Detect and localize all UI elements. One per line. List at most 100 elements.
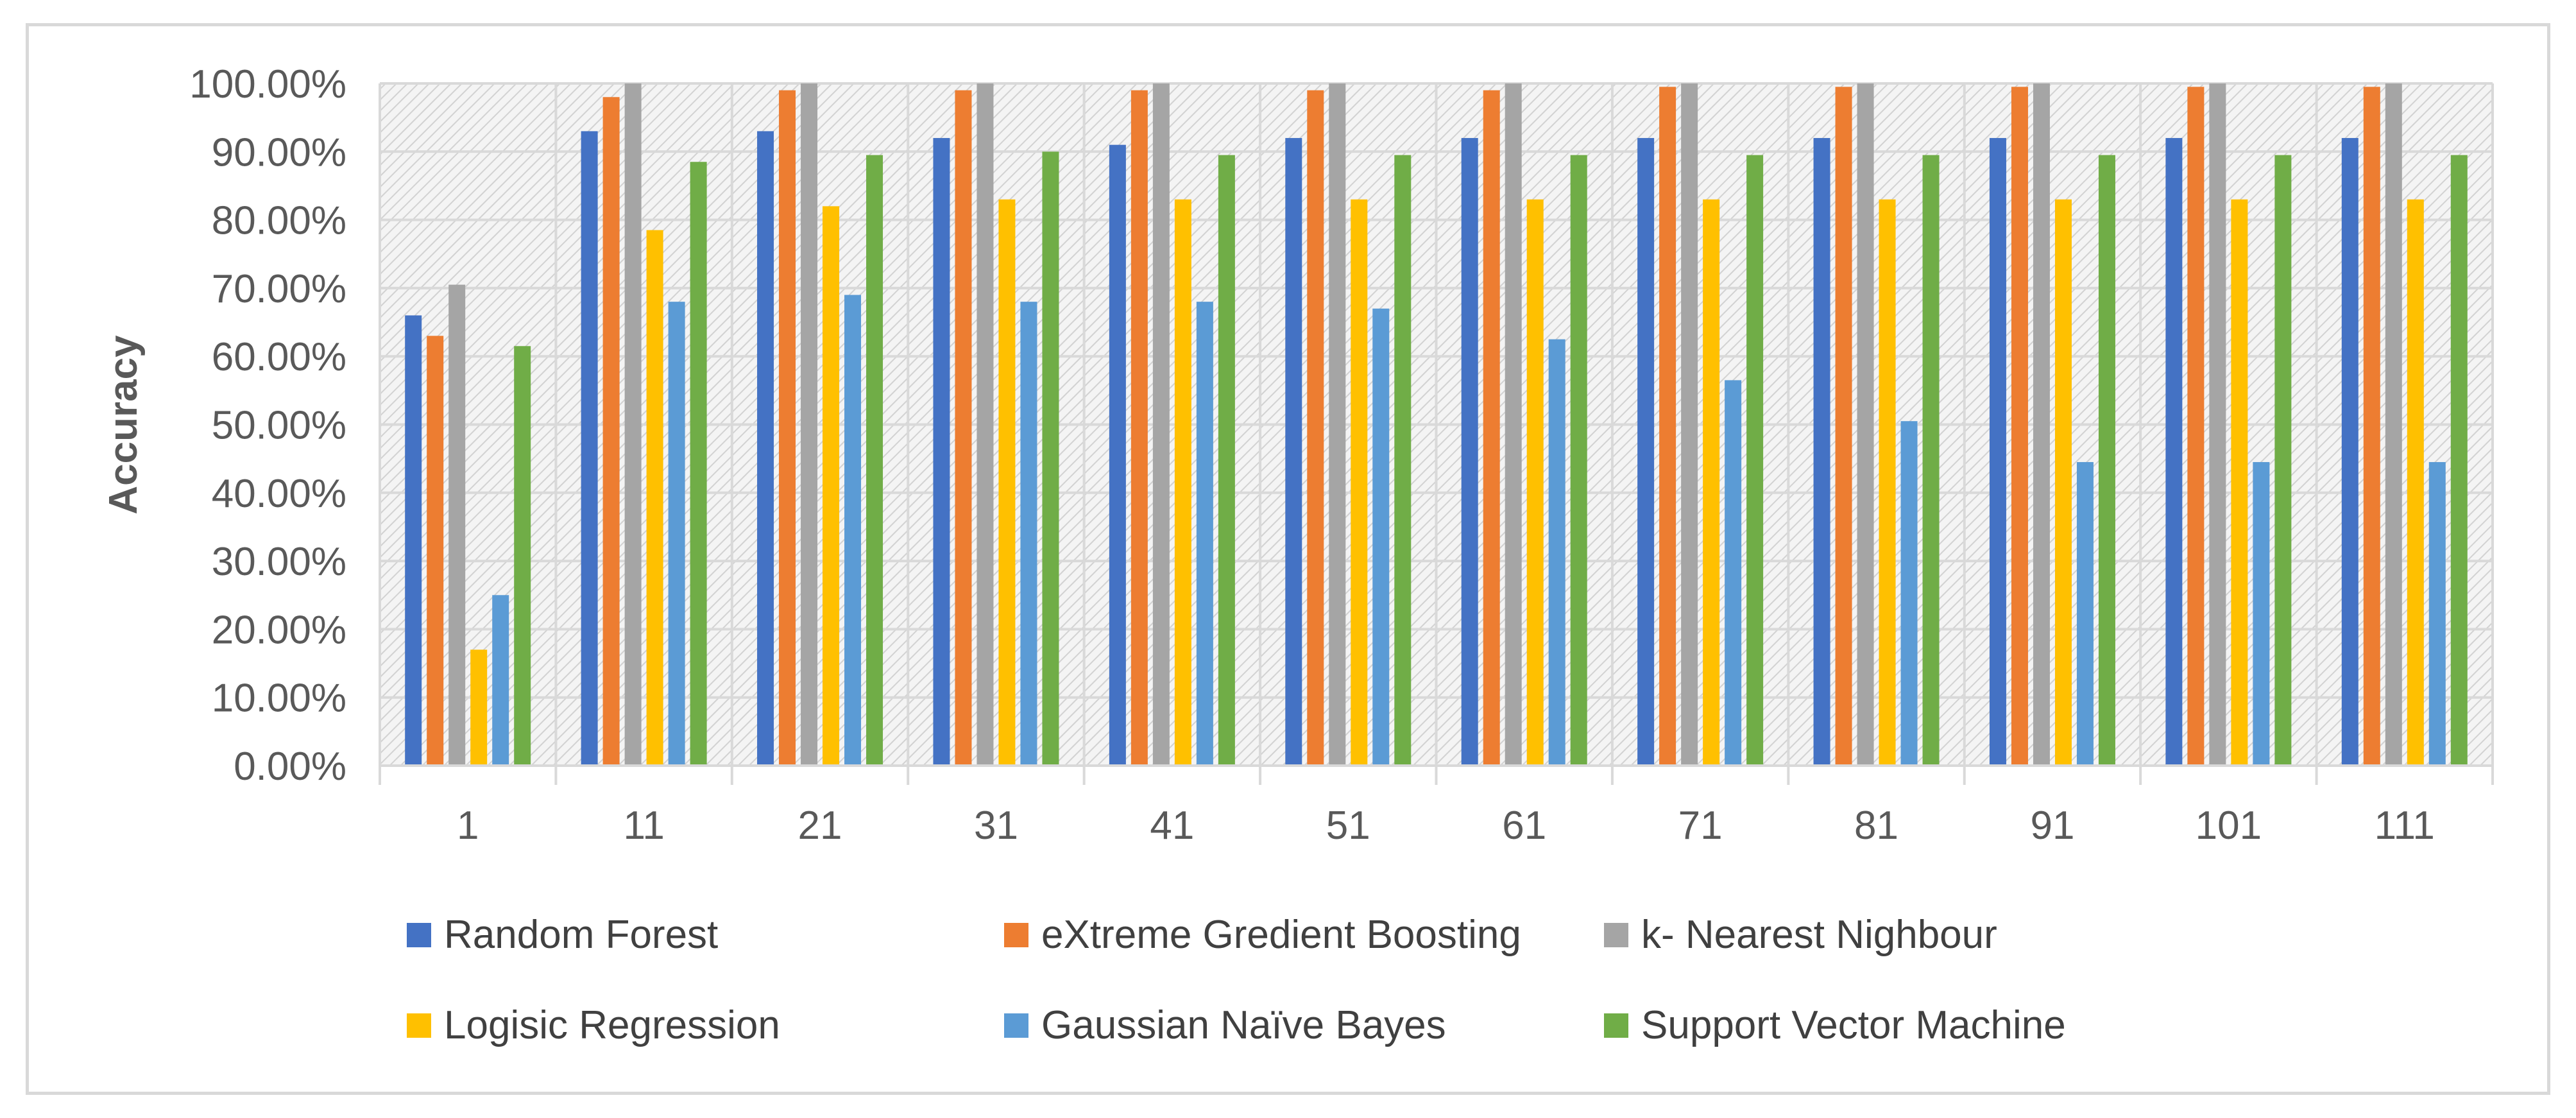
bar-5-3 <box>1042 151 1059 766</box>
bar-3-0 <box>470 649 488 766</box>
bar-3-11 <box>2407 199 2424 766</box>
bar-1-11 <box>2363 87 2380 766</box>
y-tick-label: 30.00% <box>212 540 346 584</box>
bar-0-1 <box>581 131 598 766</box>
bar-1-9 <box>2011 87 2028 766</box>
x-tick-label: 81 <box>1854 804 1898 848</box>
x-tick-label: 41 <box>1150 804 1194 848</box>
legend-swatch-5 <box>1604 1013 1628 1038</box>
bar-2-4 <box>1152 83 1170 766</box>
bar-3-1 <box>646 230 663 766</box>
bar-2-6 <box>1505 83 1522 766</box>
bar-4-11 <box>2428 461 2446 766</box>
bar-2-11 <box>2385 83 2402 766</box>
bar-0-5 <box>1285 138 1302 766</box>
bar-0-2 <box>757 131 774 766</box>
bar-5-10 <box>2274 155 2292 766</box>
bar-3-6 <box>1526 199 1544 766</box>
x-tick-label: 21 <box>798 804 842 848</box>
bar-0-4 <box>1109 144 1126 766</box>
bar-3-10 <box>2231 199 2248 766</box>
bar-2-10 <box>2209 83 2226 766</box>
x-tick-label: 61 <box>1502 804 1546 848</box>
legend-label-4: Gaussian Naïve Bayes <box>1041 1003 1446 1047</box>
bar-5-9 <box>2098 155 2115 766</box>
bar-3-8 <box>1879 199 1896 766</box>
bar-3-5 <box>1351 199 1368 766</box>
y-tick-label: 70.00% <box>212 267 346 311</box>
bar-5-5 <box>1394 155 1412 766</box>
y-axis: 0.00% 10.00% 20.00% 30.00% 40.00% 50.00% 60.00… <box>189 62 346 789</box>
bar-4-5 <box>1372 308 1390 766</box>
y-tick-label: 80.00% <box>212 199 346 243</box>
bar-1-4 <box>1130 90 1148 766</box>
bar-1-2 <box>779 90 796 766</box>
x-tick-label: 1 <box>457 804 479 848</box>
bar-0-8 <box>1813 138 1830 766</box>
bar-1-7 <box>1659 87 1676 766</box>
legend-label-5: Support Vector Machine <box>1641 1003 2066 1047</box>
bar-4-6 <box>1548 339 1565 766</box>
bar-3-4 <box>1174 199 1191 766</box>
legend-swatch-2 <box>1604 923 1628 947</box>
bar-0-10 <box>2165 138 2183 766</box>
y-tick-label: 10.00% <box>212 676 346 721</box>
y-tick-label: 20.00% <box>212 608 346 652</box>
bar-2-1 <box>624 83 642 766</box>
bar-5-8 <box>1922 155 1940 766</box>
x-tick-label: 11 <box>623 804 664 848</box>
x-tick-label: 91 <box>2030 804 2074 848</box>
y-tick-label: 0.00% <box>234 744 346 789</box>
bar-1-3 <box>955 90 972 766</box>
y-tick-label: 50.00% <box>212 404 346 448</box>
bar-1-5 <box>1307 90 1324 766</box>
bar-3-9 <box>2054 199 2072 766</box>
x-tick-label: 31 <box>974 804 1018 848</box>
legend-swatch-0 <box>407 923 431 947</box>
bar-4-8 <box>1900 421 1918 766</box>
bar-0-9 <box>1989 138 2006 766</box>
bar-5-11 <box>2450 155 2468 766</box>
bar-4-4 <box>1196 302 1213 766</box>
bar-2-0 <box>448 284 466 766</box>
bar-4-9 <box>2076 461 2094 766</box>
bar-4-0 <box>492 595 509 766</box>
x-tick-label: 51 <box>1326 804 1370 848</box>
bar-0-7 <box>1637 138 1655 766</box>
bar-2-2 <box>801 83 818 766</box>
y-axis-title: Accuracy <box>101 335 146 515</box>
bar-2-8 <box>1857 83 1874 766</box>
y-tick-label: 90.00% <box>212 130 346 175</box>
bar-2-9 <box>2033 83 2050 766</box>
legend-label-1: eXtreme Gredient Boosting <box>1041 913 1521 957</box>
bar-3-3 <box>998 199 1016 766</box>
bar-4-3 <box>1020 302 1037 766</box>
bar-1-8 <box>1835 87 1852 766</box>
bar-4-1 <box>668 302 685 766</box>
bar-5-6 <box>1570 155 1587 766</box>
bar-0-6 <box>1461 138 1478 766</box>
legend-swatch-3 <box>407 1013 431 1038</box>
bar-5-2 <box>866 155 883 766</box>
gridlines <box>379 82 2494 785</box>
legend: Random Forest eXtreme Gredient Boosting k-… <box>407 913 2066 1047</box>
bar-2-5 <box>1329 83 1346 766</box>
legend-label-3: Logisic Regression <box>444 1003 780 1047</box>
y-tick-label: 40.00% <box>212 472 346 516</box>
bars <box>405 83 2468 766</box>
bar-2-3 <box>977 83 994 766</box>
bar-2-7 <box>1681 83 1698 766</box>
bar-5-7 <box>1746 155 1764 766</box>
y-tick-label: 100.00% <box>189 62 346 107</box>
x-axis: 1 11 21 31 41 51 61 71 81 91 101 111 <box>380 764 2493 848</box>
bar-5-4 <box>1218 155 1235 766</box>
legend-label-0: Random Forest <box>444 913 718 957</box>
bar-5-1 <box>690 162 707 766</box>
bar-3-2 <box>823 206 840 766</box>
bar-0-0 <box>405 315 422 766</box>
bar-4-7 <box>1725 380 1742 766</box>
bar-0-11 <box>2341 138 2358 766</box>
legend-swatch-1 <box>1004 923 1028 947</box>
bar-0-3 <box>933 138 950 766</box>
